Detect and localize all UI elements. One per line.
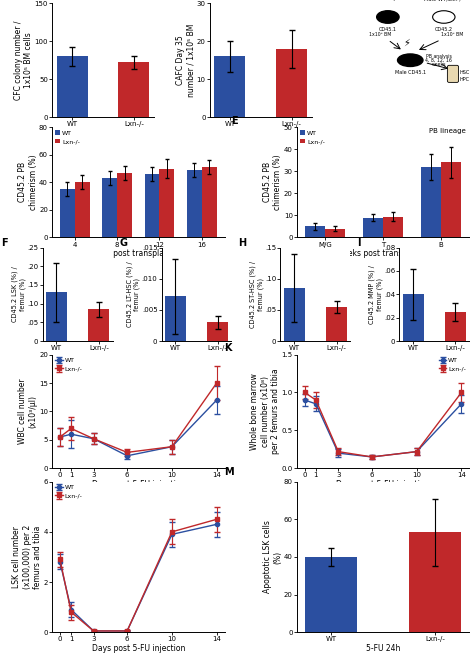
Bar	[363, 217, 383, 237]
Text: C: C	[356, 0, 363, 2]
Bar	[305, 226, 325, 237]
Bar	[283, 288, 305, 341]
Y-axis label: Whole bone marrow
cell number (x10⁸)
per 2 femurs and tibia: Whole bone marrow cell number (x10⁸) per…	[250, 369, 280, 454]
Bar	[409, 533, 461, 632]
Legend: WT, Lxn-/-: WT, Lxn-/-	[300, 130, 325, 144]
Text: PB lineage: PB lineage	[429, 128, 466, 134]
Y-axis label: CFC colony number /
1x10⁵ BM cells: CFC colony number / 1x10⁵ BM cells	[14, 21, 33, 100]
Y-axis label: Apoptotic LSK cells
(%): Apoptotic LSK cells (%)	[263, 520, 283, 593]
Text: HSC: HSC	[459, 70, 469, 75]
Text: F: F	[0, 238, 7, 248]
Bar	[214, 56, 245, 117]
Bar	[326, 307, 347, 341]
Bar	[202, 167, 217, 237]
Text: I: I	[357, 238, 361, 248]
FancyBboxPatch shape	[447, 66, 458, 82]
Legend: WT, Lxn-/-: WT, Lxn-/-	[55, 485, 82, 498]
Y-axis label: CD45.2 MMP (%) /
femur (%): CD45.2 MMP (%) / femur (%)	[368, 265, 383, 324]
Bar	[383, 217, 403, 237]
Text: B: B	[161, 0, 168, 2]
Text: CD45.2: CD45.2	[435, 27, 453, 32]
Bar	[305, 557, 357, 632]
X-axis label: Days post 5-FU injection: Days post 5-FU injection	[91, 644, 185, 653]
X-axis label: Weeks post transplantation: Weeks post transplantation	[85, 249, 191, 258]
X-axis label: Days post 5-FU injection: Days post 5-FU injection	[337, 480, 430, 489]
Text: CD45.1: CD45.1	[379, 27, 397, 32]
X-axis label: 16 weeks post transplantation: 16 weeks post transplantation	[325, 249, 441, 258]
Ellipse shape	[398, 54, 423, 66]
Text: weeks: weeks	[431, 62, 446, 67]
Text: H: H	[238, 238, 246, 248]
Legend: WT, Lxn-/-: WT, Lxn-/-	[55, 358, 82, 371]
Bar	[276, 49, 307, 117]
Bar	[159, 169, 174, 237]
Bar	[46, 292, 67, 341]
Bar	[75, 182, 90, 237]
Text: Male competitor: Male competitor	[368, 0, 411, 1]
Text: Male WT/Lxn-/-: Male WT/Lxn-/-	[424, 0, 464, 1]
Text: HPC: HPC	[459, 77, 469, 82]
Text: 1x10⁵ BM: 1x10⁵ BM	[441, 32, 463, 37]
Ellipse shape	[377, 11, 399, 23]
X-axis label: 5-FU 24h: 5-FU 24h	[366, 644, 400, 653]
Bar	[165, 296, 186, 341]
Bar	[441, 163, 461, 237]
Bar	[88, 309, 109, 341]
Y-axis label: CD45.2 LT-HSC (%) /
femur (%): CD45.2 LT-HSC (%) / femur (%)	[126, 262, 140, 327]
Text: M: M	[225, 467, 234, 476]
Y-axis label: CD45.2 LSK (%) /
femur (%): CD45.2 LSK (%) / femur (%)	[12, 266, 26, 322]
Y-axis label: CD45.2 PB
chimerism (%): CD45.2 PB chimerism (%)	[263, 155, 283, 210]
Bar	[421, 167, 441, 237]
Text: K: K	[225, 343, 232, 353]
Text: A: A	[6, 0, 14, 2]
Legend: WT, Lxn-/-: WT, Lxn-/-	[439, 358, 466, 371]
Y-axis label: CD45.2 ST-HSC (%) /
femur (%): CD45.2 ST-HSC (%) / femur (%)	[250, 261, 264, 328]
Bar	[145, 174, 159, 237]
Ellipse shape	[433, 11, 455, 23]
Bar	[207, 322, 228, 341]
Text: 4, 8, 12, 16: 4, 8, 12, 16	[425, 58, 452, 63]
Y-axis label: LSK cell number
(x100,000) per 2
femurs and tibia: LSK cell number (x100,000) per 2 femurs …	[12, 524, 42, 589]
Bar	[118, 62, 149, 117]
Text: ⚡: ⚡	[403, 38, 410, 48]
Bar	[57, 56, 88, 117]
Bar	[325, 229, 346, 237]
Legend: WT, Lxn-/-: WT, Lxn-/-	[55, 130, 80, 144]
Bar	[60, 189, 75, 237]
Bar	[187, 170, 202, 237]
Bar	[445, 312, 466, 341]
Text: 1x10⁵ BM: 1x10⁵ BM	[369, 32, 391, 37]
Y-axis label: WBC cell number
(x10³/µl): WBC cell number (x10³/µl)	[18, 379, 37, 444]
Y-axis label: CAFC Day 35
number / 1x10⁵ BM: CAFC Day 35 number / 1x10⁵ BM	[176, 23, 195, 97]
Bar	[402, 294, 424, 341]
Y-axis label: CD45.2 PB
chimerism (%): CD45.2 PB chimerism (%)	[18, 155, 37, 210]
Text: Male CD45.1: Male CD45.1	[395, 70, 426, 76]
Text: G: G	[119, 238, 128, 248]
Text: E: E	[231, 116, 238, 126]
Text: PB analysis: PB analysis	[426, 54, 452, 59]
X-axis label: Days post 5-FU injection: Days post 5-FU injection	[91, 480, 185, 489]
Bar	[102, 178, 117, 237]
Bar	[117, 173, 132, 237]
